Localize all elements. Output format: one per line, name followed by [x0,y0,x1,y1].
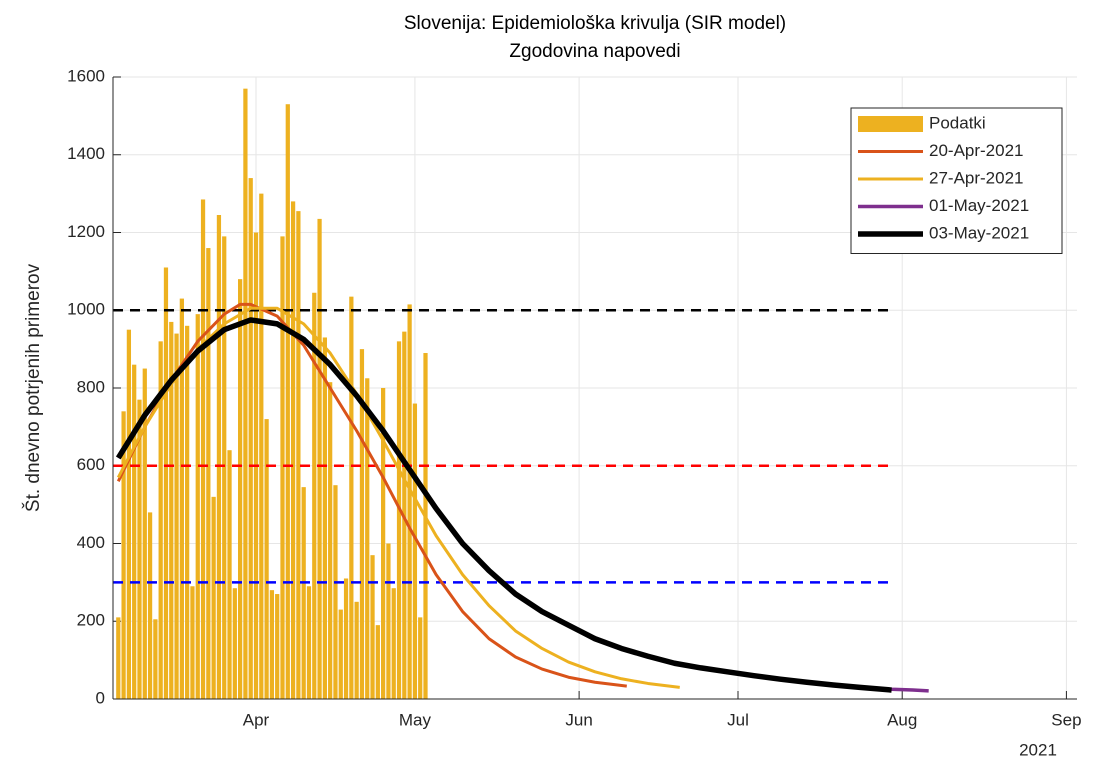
chart-title: Slovenija: Epidemiološka krivulja (SIR m… [404,13,786,34]
bar [232,588,237,699]
bar [185,325,190,699]
bar [121,411,126,699]
bar [137,399,142,699]
line [116,306,680,689]
bar [179,298,184,699]
bar [333,485,338,699]
legend-box [850,107,1063,254]
bar [386,543,391,699]
x-tick-label: Sep [1051,710,1081,729]
bar [200,199,206,700]
bar [301,487,306,699]
bar [243,88,248,700]
bar [211,496,216,699]
bar [412,403,418,699]
bar [328,382,333,699]
bar [396,341,402,699]
bar [359,349,365,699]
bar [418,617,423,699]
bar [290,201,296,699]
bar [296,211,301,699]
bar [169,321,174,699]
legend-label: 27-Apr-2021 [929,168,1024,187]
bar [158,341,163,699]
y-tick-label: 0 [96,688,105,707]
bar [312,292,317,699]
bar [285,104,290,699]
bar [153,619,158,699]
bar [216,215,222,699]
legend-label: Podatki [929,113,986,132]
x-tick-label: Apr [243,710,270,729]
bar [343,578,349,699]
y-tick-label: 1200 [67,222,105,241]
bar [338,609,343,699]
legend-label: 20-Apr-2021 [929,141,1024,160]
bar [365,378,370,699]
x-secondary-label: 2021 [1019,740,1057,759]
y-tick-label: 1000 [67,300,105,319]
bar [248,178,253,699]
bar [195,314,200,699]
y-tick-label: 400 [77,533,105,552]
bar [354,601,359,699]
bar [349,296,354,699]
x-tick-label: Jul [727,710,749,729]
bar [142,368,147,699]
bar [190,586,195,699]
bar [370,555,375,699]
bar [147,512,153,699]
legend: Podatki 20-Apr-2021 27-Apr-2021 01-May-2021… [850,107,1063,254]
x-tick-label: Aug [887,710,917,729]
bar [116,617,121,699]
bar [407,304,412,699]
x-tick-label: May [399,710,432,729]
legend-label: 03-May-2021 [929,223,1029,242]
y-tick-label: 800 [77,377,105,396]
bar [280,236,285,699]
bar [269,590,275,699]
y-tick-label: 1400 [67,144,105,163]
bar [259,193,264,699]
legend-swatch [858,116,923,132]
bar [264,419,269,699]
bar [163,267,169,699]
bar [322,337,327,699]
bar [423,353,428,699]
y-axis-label: Št. dnevno potrjenih primerov [22,263,44,512]
bar [275,594,280,699]
bar [222,236,227,699]
line [115,317,892,693]
bar [375,625,380,699]
bar [381,388,386,699]
bar [206,248,211,700]
y-tick-label: 200 [77,611,105,630]
bar [126,329,132,699]
bar [306,586,312,699]
bar [317,218,322,700]
line [116,302,627,688]
bar [132,364,137,699]
bar [238,279,243,699]
bar [174,333,179,699]
x-tick-label: Jun [565,710,592,729]
y-tick-label: 1600 [67,66,105,85]
y-tick-label: 600 [77,455,105,474]
legend-label: 01-May-2021 [929,196,1029,215]
bar [227,450,232,699]
chart-subtitle: Zgodovina napovedi [509,41,680,62]
bar [391,588,396,699]
